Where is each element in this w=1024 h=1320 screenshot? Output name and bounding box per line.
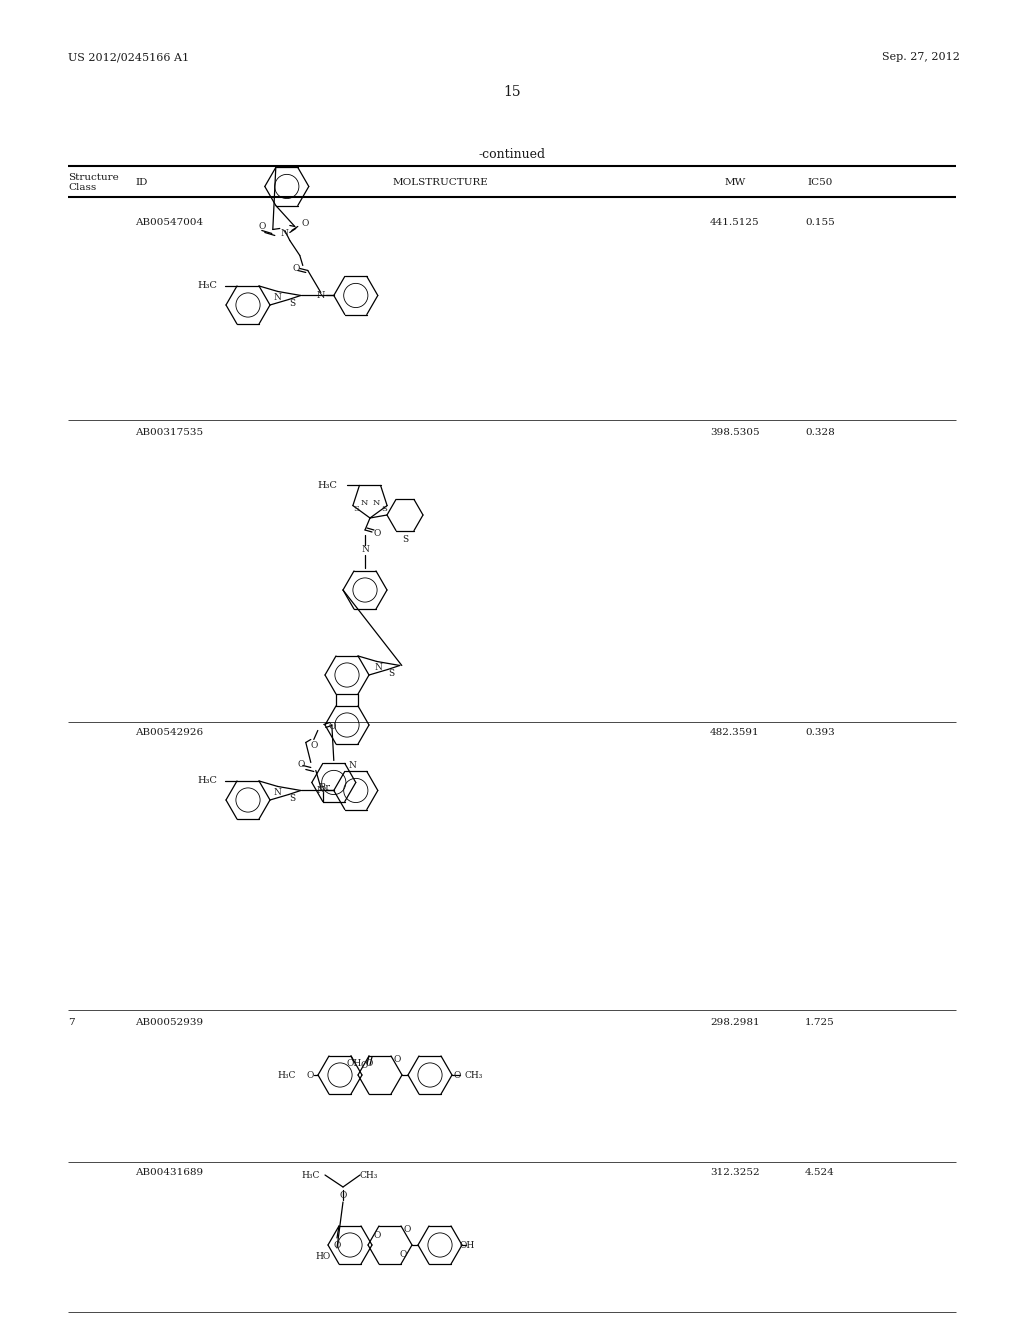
Text: O: O (374, 528, 381, 537)
Text: N: N (373, 499, 380, 507)
Text: N: N (316, 290, 325, 300)
Text: 482.3591: 482.3591 (711, 729, 760, 737)
Text: ID: ID (135, 178, 147, 187)
Text: MOLSTRUCTURE: MOLSTRUCTURE (392, 178, 487, 187)
Text: 1.725: 1.725 (805, 1018, 835, 1027)
Text: H₃C: H₃C (302, 1171, 319, 1180)
Text: US 2012/0245166 A1: US 2012/0245166 A1 (68, 51, 189, 62)
Text: O: O (258, 222, 265, 231)
Text: O: O (393, 1056, 400, 1064)
Text: N: N (360, 499, 368, 507)
Text: O: O (310, 741, 317, 750)
Text: H₃C: H₃C (317, 480, 338, 490)
Text: N: N (316, 785, 325, 795)
Text: O: O (297, 760, 304, 770)
Text: 0.155: 0.155 (805, 218, 835, 227)
Text: N: N (375, 663, 383, 672)
Text: -continued: -continued (478, 148, 546, 161)
Text: MW: MW (724, 178, 745, 187)
Text: S: S (290, 300, 296, 308)
Text: O: O (360, 1061, 368, 1071)
Text: O: O (339, 1191, 347, 1200)
Text: 398.5305: 398.5305 (711, 428, 760, 437)
Text: Class: Class (68, 183, 96, 191)
Text: 15: 15 (503, 84, 521, 99)
Text: Br: Br (318, 783, 331, 792)
Text: OH: OH (460, 1241, 475, 1250)
Text: 0.328: 0.328 (805, 428, 835, 437)
Text: O: O (399, 1250, 407, 1258)
Text: S: S (353, 504, 358, 512)
Text: OH: OH (346, 1060, 361, 1068)
Text: AB00052939: AB00052939 (135, 1018, 203, 1027)
Text: N: N (349, 760, 356, 770)
Text: O: O (374, 1232, 381, 1241)
Text: O: O (366, 1060, 373, 1068)
Text: H₃C: H₃C (198, 281, 217, 290)
Text: HO: HO (315, 1251, 331, 1261)
Text: S: S (290, 795, 296, 803)
Text: O: O (454, 1071, 461, 1080)
Text: 4.524: 4.524 (805, 1168, 835, 1177)
Text: AB00547004: AB00547004 (135, 218, 203, 227)
Text: O: O (292, 264, 299, 273)
Text: N: N (281, 228, 289, 238)
Text: O: O (328, 722, 336, 731)
Text: 441.5125: 441.5125 (711, 218, 760, 227)
Text: O: O (301, 219, 308, 228)
Text: O: O (334, 1241, 341, 1250)
Text: CH₃: CH₃ (360, 1171, 379, 1180)
Text: S: S (389, 669, 395, 678)
Text: 0.393: 0.393 (805, 729, 835, 737)
Text: N: N (361, 545, 369, 554)
Text: 7: 7 (68, 1018, 75, 1027)
Text: AB00431689: AB00431689 (135, 1168, 203, 1177)
Text: Structure: Structure (68, 173, 119, 182)
Text: 312.3252: 312.3252 (711, 1168, 760, 1177)
Text: N: N (273, 788, 282, 797)
Text: AB00317535: AB00317535 (135, 428, 203, 437)
Text: 298.2981: 298.2981 (711, 1018, 760, 1027)
Text: CH₃: CH₃ (465, 1071, 483, 1080)
Text: N: N (273, 293, 282, 302)
Text: H₃C: H₃C (198, 776, 217, 785)
Text: IC50: IC50 (807, 178, 833, 187)
Text: O: O (403, 1225, 411, 1234)
Text: AB00542926: AB00542926 (135, 729, 203, 737)
Text: O: O (306, 1071, 313, 1080)
Text: H₃C: H₃C (278, 1071, 296, 1080)
Text: Sep. 27, 2012: Sep. 27, 2012 (882, 51, 961, 62)
Text: S: S (402, 535, 408, 544)
Text: S: S (381, 504, 387, 512)
